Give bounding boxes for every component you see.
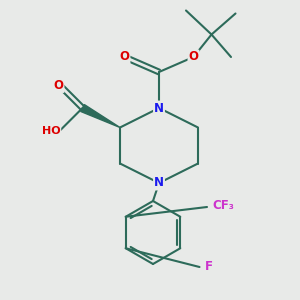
Text: O: O bbox=[53, 79, 64, 92]
Text: N: N bbox=[154, 176, 164, 190]
Text: N: N bbox=[154, 101, 164, 115]
Text: O: O bbox=[188, 50, 199, 64]
Text: F: F bbox=[205, 260, 212, 274]
Text: CF₃: CF₃ bbox=[213, 199, 234, 212]
Text: O: O bbox=[119, 50, 130, 64]
Polygon shape bbox=[81, 104, 120, 128]
Text: HO: HO bbox=[42, 125, 60, 136]
